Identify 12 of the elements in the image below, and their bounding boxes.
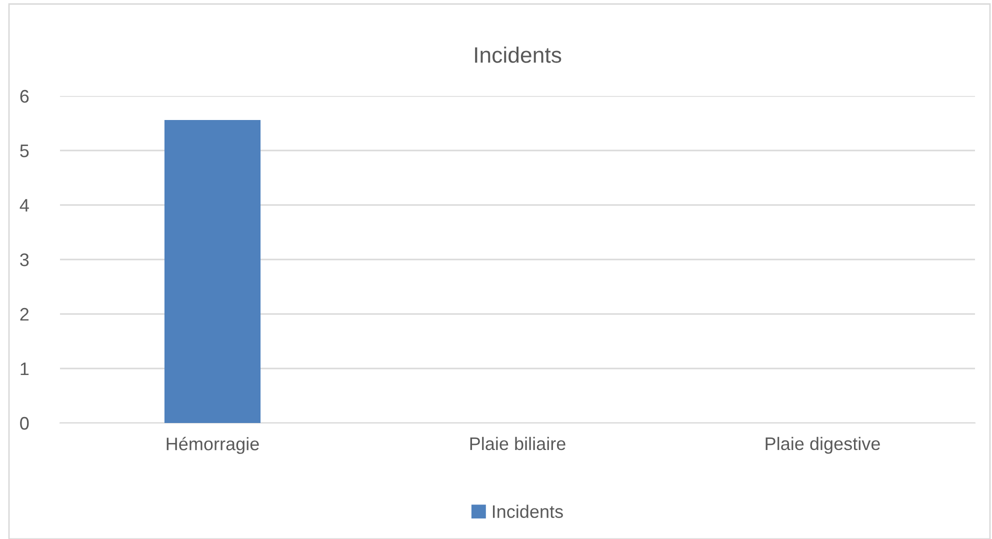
chart-title: Incidents: [475, 46, 562, 63]
x-tick-label: Hémorragie: [166, 436, 259, 454]
y-tick-label: 1: [20, 362, 29, 376]
x-tick-label: Plaie biliaire: [470, 436, 566, 450]
y-tick-label: 6: [20, 90, 29, 103]
y-tick-label: 4: [20, 199, 29, 212]
x-tick-label: Plaie digestive: [766, 436, 880, 454]
y-tick-label: 3: [20, 253, 29, 266]
y-tick-label: 5: [20, 144, 29, 158]
y-tick-label: 0: [20, 416, 29, 430]
legend-label: Incidents: [492, 504, 563, 518]
y-tick-label: 2: [20, 308, 29, 321]
